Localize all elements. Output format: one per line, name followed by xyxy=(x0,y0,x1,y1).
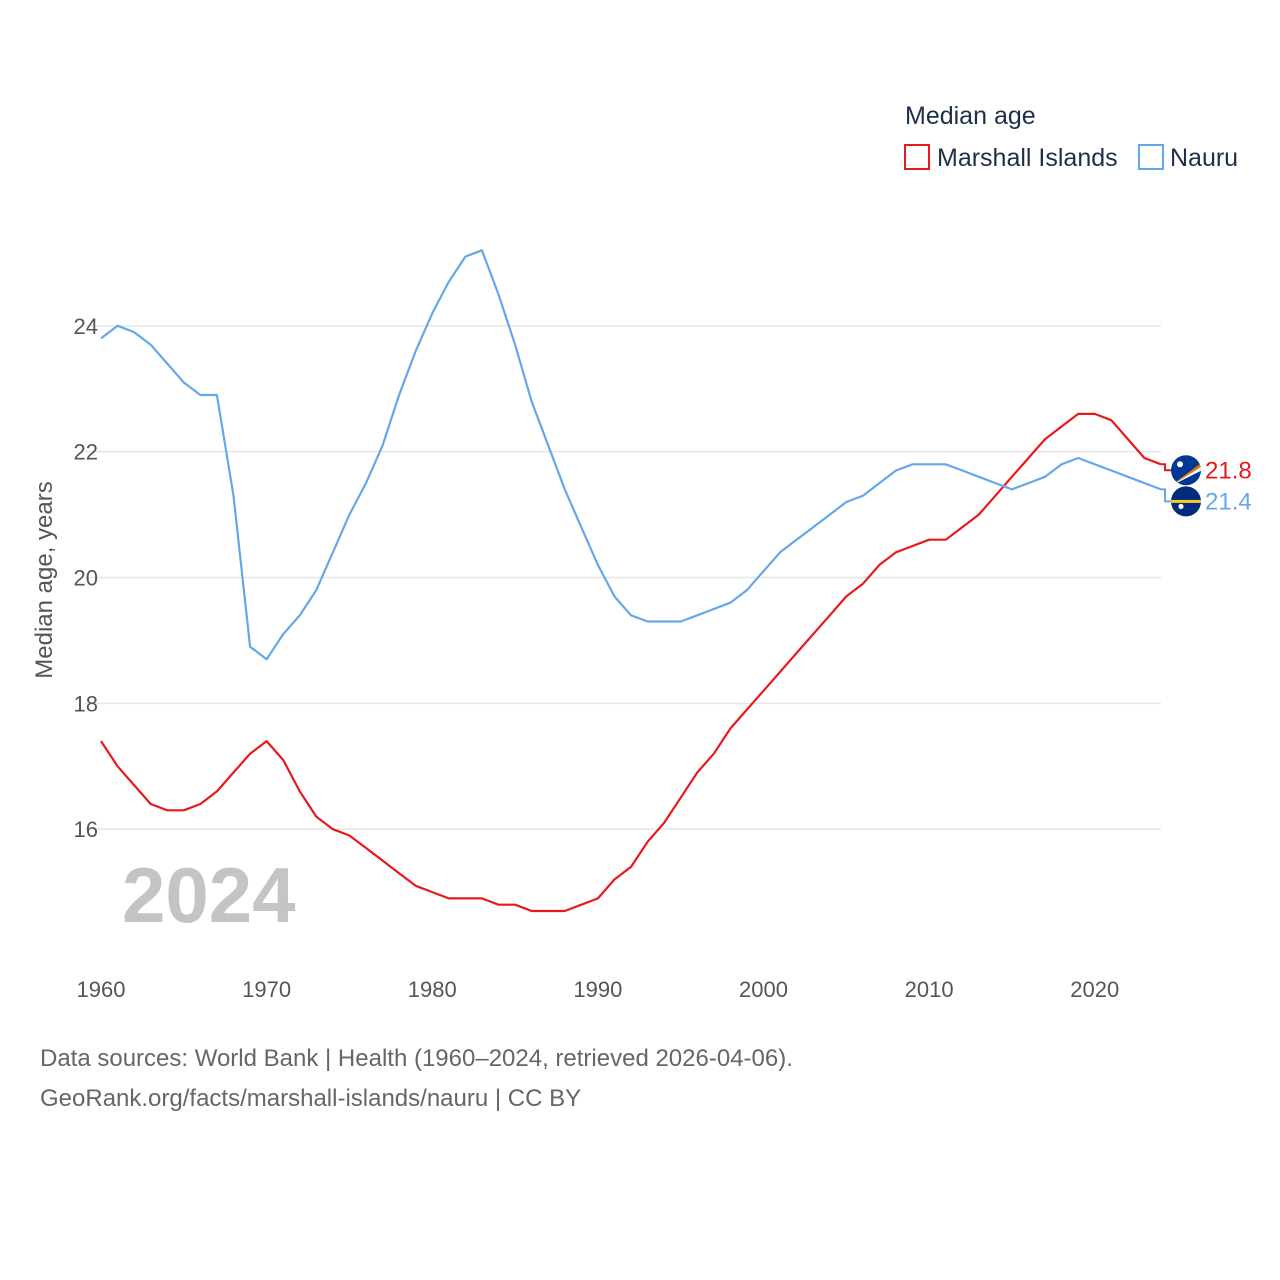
y-tick-label: 24 xyxy=(74,314,98,339)
x-tick-label: 1960 xyxy=(77,977,126,1002)
legend-swatch-nauru[interactable] xyxy=(1138,144,1164,170)
end-value-marshall-islands: 21.8 xyxy=(1205,457,1252,484)
x-tick-label: 2000 xyxy=(739,977,788,1002)
grid-lines xyxy=(85,325,1161,830)
y-axis-label: Median age, years xyxy=(31,481,58,678)
legend: Median age Marshall Islands Nauru xyxy=(904,102,1238,172)
end-connector-marshall-islands xyxy=(1161,463,1171,472)
y-tick-label: 16 xyxy=(74,817,98,842)
y-tick-label: 18 xyxy=(74,691,98,716)
end-connector-nauru xyxy=(1161,488,1171,503)
y-axis-ticks: 16 18 20 22 24 xyxy=(74,314,98,842)
legend-title: Median age xyxy=(905,102,1036,130)
x-tick-label: 1990 xyxy=(573,977,622,1002)
y-tick-label: 22 xyxy=(74,440,98,465)
x-tick-label: 1980 xyxy=(408,977,457,1002)
series-line-nauru[interactable] xyxy=(100,249,1162,661)
series-lines xyxy=(100,249,1162,913)
legend-swatch-marshall-islands[interactable] xyxy=(904,144,930,170)
year-watermark: 2024 xyxy=(122,851,296,939)
x-tick-label: 2010 xyxy=(905,977,954,1002)
x-tick-label: 2020 xyxy=(1070,977,1119,1002)
attribution-link[interactable]: GeoRank.org/facts/marshall-islands/nauru… xyxy=(40,1085,582,1112)
end-markers: 21.8 21.4 xyxy=(1161,455,1252,517)
y-tick-label: 20 xyxy=(74,566,98,591)
x-tick-label: 1970 xyxy=(242,977,291,1002)
marshall-islands-flag-icon xyxy=(1171,455,1201,486)
end-value-nauru: 21.4 xyxy=(1205,488,1252,515)
x-axis-ticks: 1960 1970 1980 1990 2000 2010 2020 xyxy=(77,977,1120,1002)
series-line-marshall-islands[interactable] xyxy=(100,412,1162,913)
nauru-flag-icon xyxy=(1171,486,1201,517)
legend-label-marshall-islands[interactable]: Marshall Islands xyxy=(937,144,1118,172)
legend-label-nauru[interactable]: Nauru xyxy=(1170,144,1238,172)
data-source-text: Data sources: World Bank | Health (1960–… xyxy=(40,1045,793,1072)
